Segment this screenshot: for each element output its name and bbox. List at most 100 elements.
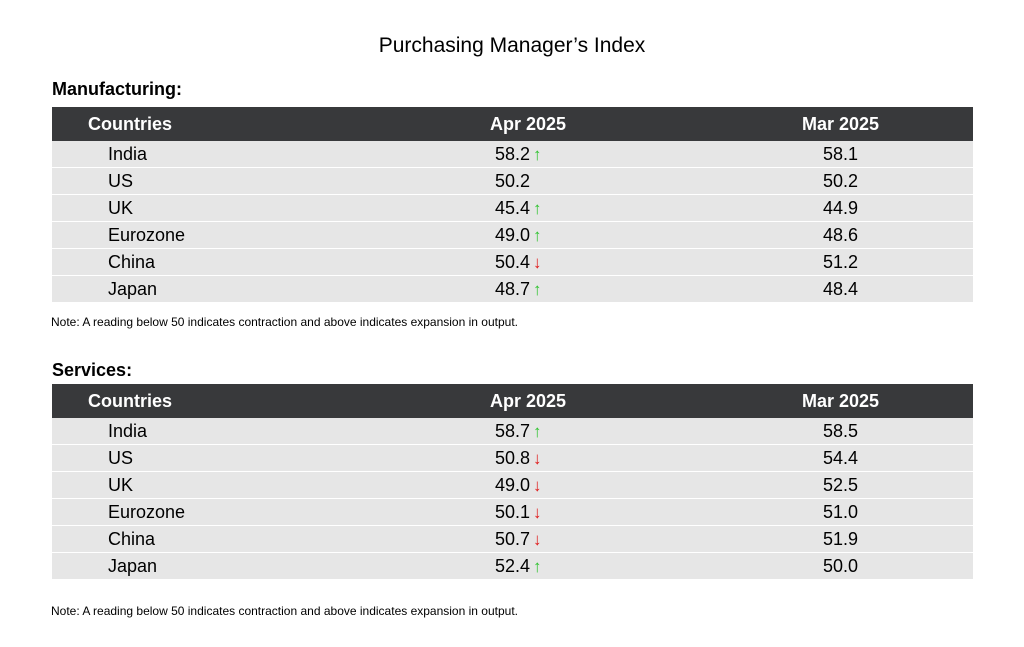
table-row: Japan 52.4 ↑ 50.0: [52, 552, 973, 579]
apr-2025-cell: 50.8 ↓: [348, 444, 708, 472]
apr-2025-value: 58.7: [495, 420, 531, 441]
apr-2025-value-group: 49.0 ↓: [495, 475, 561, 496]
table-row: Japan 48.7 ↑ 48.4: [52, 275, 973, 302]
down-arrow-icon: ↓: [533, 529, 542, 549]
country-cell: India: [52, 141, 348, 168]
apr-2025-value: 50.1: [495, 501, 531, 522]
down-arrow-icon: ↓: [533, 475, 542, 495]
header-countries: Countries: [52, 107, 348, 141]
country-cell: China: [52, 525, 348, 553]
header-mar-2025: Mar 2025: [708, 107, 973, 141]
manufacturing-section-title: Manufacturing:: [52, 79, 182, 99]
apr-2025-value-group: 50.7 ↓: [495, 529, 561, 550]
up-arrow-icon: ↑: [533, 225, 542, 245]
mar-2025-cell: 51.2: [708, 248, 973, 276]
mar-2025-cell: 58.1: [708, 141, 973, 168]
apr-2025-value: 50.7: [495, 528, 531, 549]
apr-2025-cell: 58.2 ↑: [348, 141, 708, 168]
apr-2025-value: 50.2: [495, 170, 531, 191]
mar-2025-cell: 54.4: [708, 444, 973, 472]
apr-2025-cell: 48.7 ↑: [348, 275, 708, 302]
apr-2025-cell: 52.4 ↑: [348, 552, 708, 579]
apr-2025-cell: 49.0 ↓: [348, 471, 708, 499]
manufacturing-table: Countries Apr 2025 Mar 2025 India 58.2 ↑ 58…: [52, 107, 973, 302]
table-row: US 50.8 ↓ 54.4: [52, 444, 973, 472]
header-apr-2025: Apr 2025: [348, 107, 708, 141]
apr-2025-value-group: 45.4 ↑: [495, 198, 561, 219]
header-apr-2025: Apr 2025: [348, 384, 708, 418]
table-row: UK 45.4 ↑ 44.9: [52, 194, 973, 222]
apr-2025-cell: 50.2: [348, 167, 708, 195]
down-arrow-icon: ↓: [533, 502, 542, 522]
page-title: Purchasing Manager’s Index: [378, 34, 646, 57]
apr-2025-value: 50.4: [495, 251, 531, 272]
table-header-row: Countries Apr 2025 Mar 2025: [52, 107, 973, 141]
country-cell: UK: [52, 194, 348, 222]
mar-2025-cell: 51.0: [708, 498, 973, 526]
apr-2025-cell: 58.7 ↑: [348, 418, 708, 445]
table-row: India 58.7 ↑ 58.5: [52, 418, 973, 445]
down-arrow-icon: ↓: [533, 448, 542, 468]
table-row: China 50.4 ↓ 51.2: [52, 248, 973, 276]
mar-2025-cell: 48.4: [708, 275, 973, 302]
header-mar-2025: Mar 2025: [708, 384, 973, 418]
table-row: UK 49.0 ↓ 52.5: [52, 471, 973, 499]
services-note: Note: A reading below 50 indicates contr…: [51, 604, 518, 618]
country-cell: Eurozone: [52, 498, 348, 526]
table-row: Eurozone 50.1 ↓ 51.0: [52, 498, 973, 526]
country-cell: US: [52, 444, 348, 472]
up-arrow-icon: ↑: [533, 421, 542, 441]
manufacturing-note: Note: A reading below 50 indicates contr…: [51, 315, 518, 329]
mar-2025-cell: 48.6: [708, 221, 973, 249]
apr-2025-value-group: 50.1 ↓: [495, 502, 561, 523]
apr-2025-value: 58.2: [495, 143, 531, 164]
apr-2025-value: 50.8: [495, 447, 531, 468]
apr-2025-cell: 45.4 ↑: [348, 194, 708, 222]
country-cell: India: [52, 418, 348, 445]
apr-2025-value-group: 49.0 ↑: [495, 225, 561, 246]
services-table-body: India 58.7 ↑ 58.5 US 50.8 ↓ 54.4 UK 49.0 ↓ 52.5 Euro…: [52, 418, 973, 579]
mar-2025-cell: 51.9: [708, 525, 973, 553]
mar-2025-cell: 52.5: [708, 471, 973, 499]
mar-2025-cell: 50.0: [708, 552, 973, 579]
services-section-title: Services:: [52, 360, 133, 380]
table-header-row: Countries Apr 2025 Mar 2025: [52, 384, 973, 418]
apr-2025-value-group: 50.8 ↓: [495, 448, 561, 469]
up-arrow-icon: ↑: [533, 198, 542, 218]
country-cell: UK: [52, 471, 348, 499]
country-cell: US: [52, 167, 348, 195]
up-arrow-icon: ↑: [533, 279, 542, 299]
table-row: US 50.2 50.2: [52, 167, 973, 195]
apr-2025-value-group: 52.4 ↑: [495, 556, 561, 577]
country-cell: China: [52, 248, 348, 276]
country-cell: Japan: [52, 275, 348, 302]
apr-2025-value-group: 58.7 ↑: [495, 421, 561, 442]
up-arrow-icon: ↑: [533, 144, 542, 164]
services-table: Countries Apr 2025 Mar 2025 India 58.7 ↑ 58…: [52, 384, 973, 579]
table-row: India 58.2 ↑ 58.1: [52, 141, 973, 168]
apr-2025-cell: 50.4 ↓: [348, 248, 708, 276]
apr-2025-value: 52.4: [495, 555, 531, 576]
manufacturing-table-body: India 58.2 ↑ 58.1 US 50.2 50.2 UK 45.4 ↑ 44.9 Euroz…: [52, 141, 973, 302]
apr-2025-value-group: 58.2 ↑: [495, 144, 561, 165]
apr-2025-value-group: 50.4 ↓: [495, 252, 561, 273]
table-row: China 50.7 ↓ 51.9: [52, 525, 973, 553]
table-row: Eurozone 49.0 ↑ 48.6: [52, 221, 973, 249]
header-countries: Countries: [52, 384, 348, 418]
country-cell: Japan: [52, 552, 348, 579]
apr-2025-cell: 49.0 ↑: [348, 221, 708, 249]
up-arrow-icon: ↑: [533, 556, 542, 576]
apr-2025-value: 49.0: [495, 474, 531, 495]
mar-2025-cell: 58.5: [708, 418, 973, 445]
apr-2025-value-group: 50.2: [495, 171, 561, 192]
apr-2025-value: 45.4: [495, 197, 531, 218]
apr-2025-value: 48.7: [495, 278, 531, 299]
apr-2025-value: 49.0: [495, 224, 531, 245]
apr-2025-value-group: 48.7 ↑: [495, 279, 561, 300]
mar-2025-cell: 50.2: [708, 167, 973, 195]
down-arrow-icon: ↓: [533, 252, 542, 272]
apr-2025-cell: 50.7 ↓: [348, 525, 708, 553]
country-cell: Eurozone: [52, 221, 348, 249]
apr-2025-cell: 50.1 ↓: [348, 498, 708, 526]
mar-2025-cell: 44.9: [708, 194, 973, 222]
